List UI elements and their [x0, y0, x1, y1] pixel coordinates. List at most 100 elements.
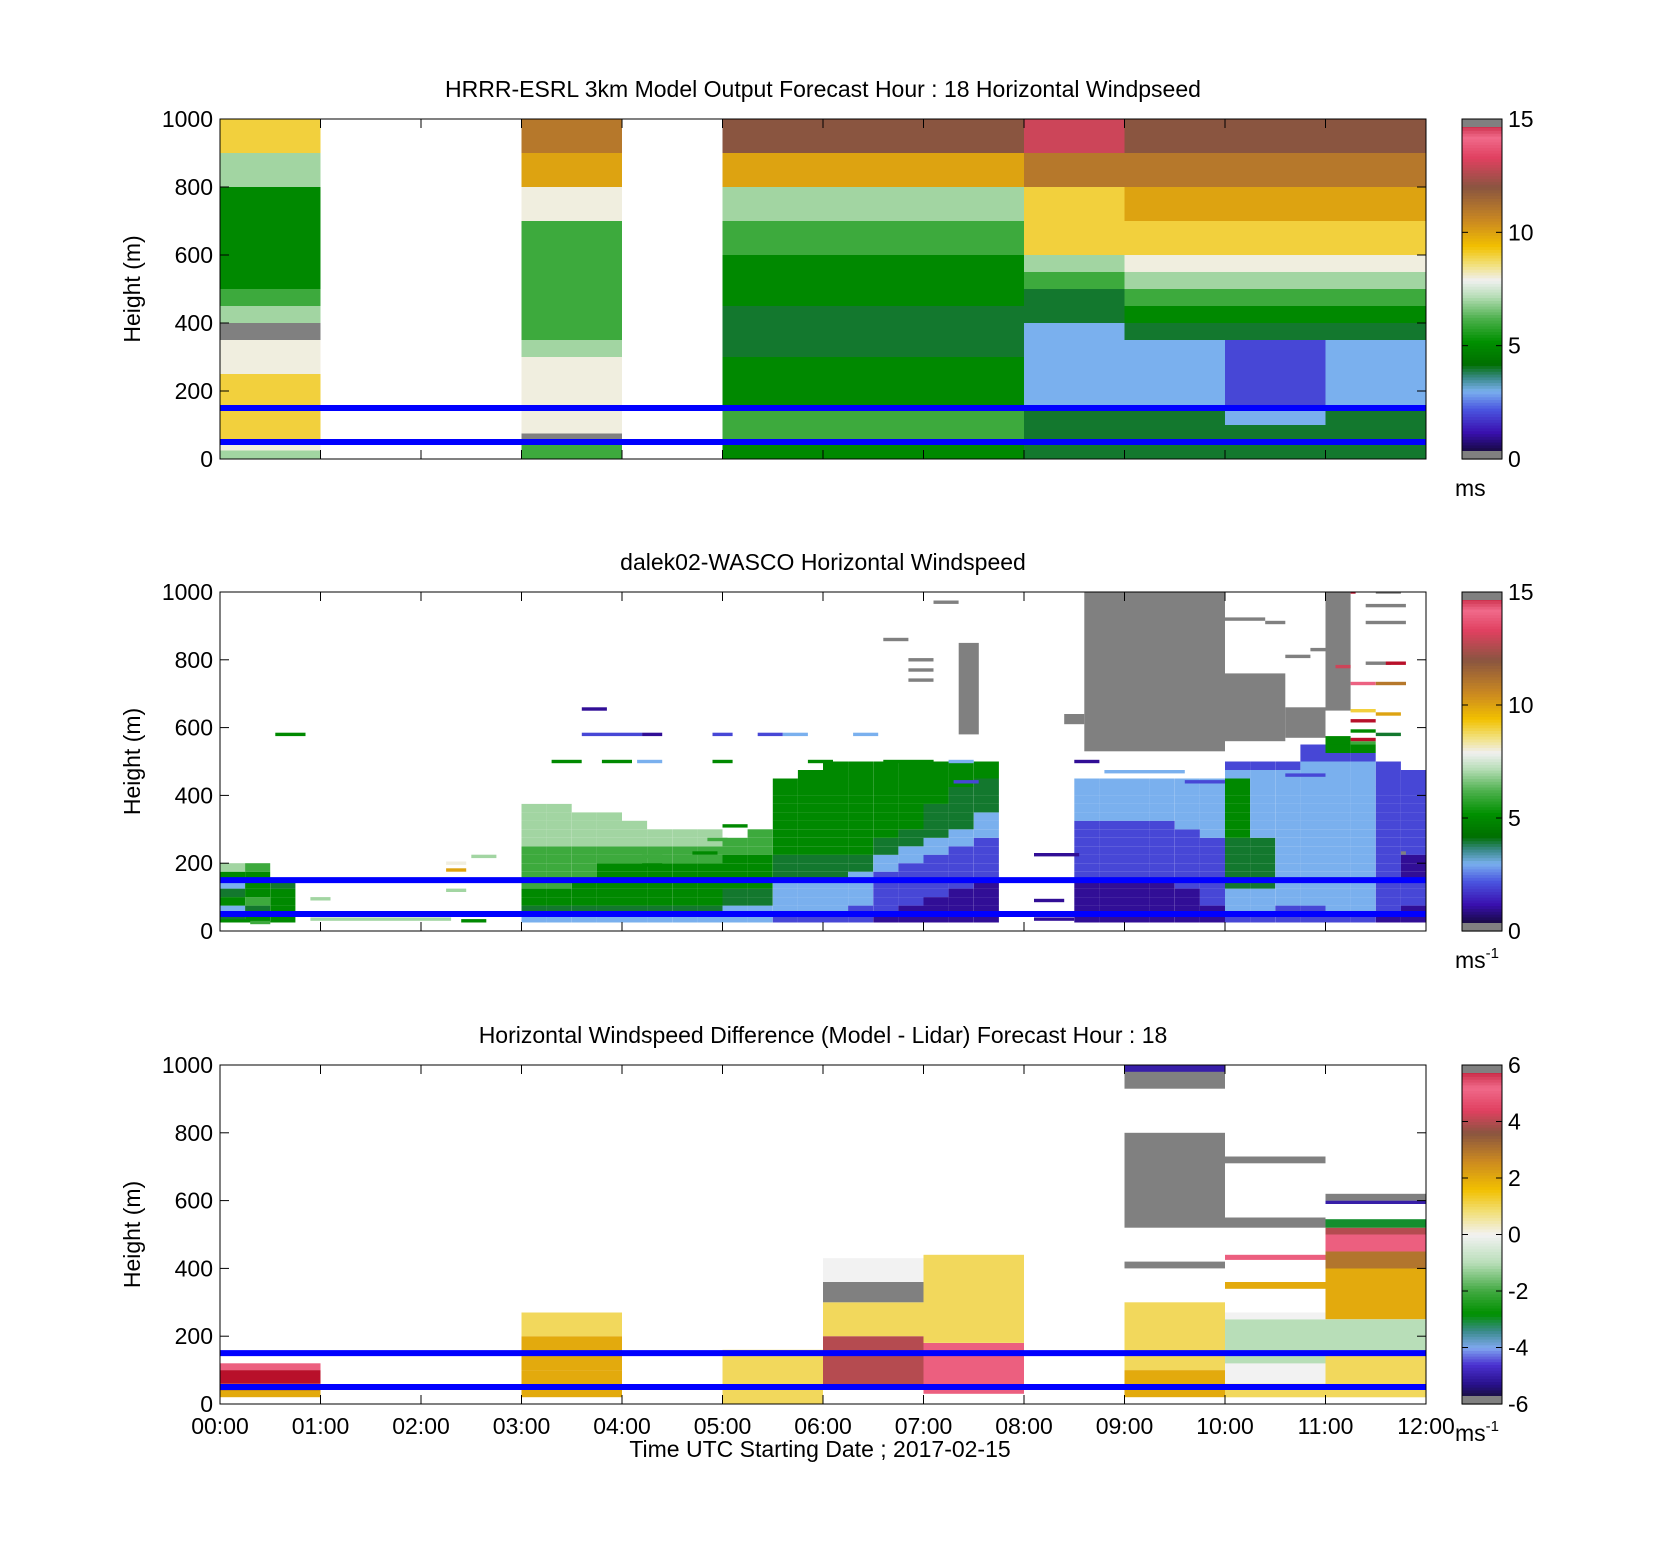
p2-lidar-cell [546, 914, 572, 923]
p1-model-cell [1024, 153, 1125, 187]
p2-lidar-cell [772, 803, 798, 813]
p3-colorbar-segment [1462, 1220, 1502, 1224]
p2-lidar-cell [923, 770, 949, 779]
p3-colorbar-segment [1462, 1206, 1502, 1210]
p2-lidar-cell [1325, 795, 1351, 804]
p2-lidar-layer [1074, 759, 1100, 764]
p3-colorbar-segment [1462, 1330, 1502, 1334]
p2-lidar-cell [245, 863, 271, 872]
p2-lidar-cell [973, 837, 999, 847]
p1-colorbar-segment [1462, 447, 1502, 452]
p2-lidar-cell [1375, 863, 1401, 872]
p1-colorbar-segment [1462, 340, 1502, 344]
p2-colorbar-segment [1462, 707, 1502, 712]
p1-model-cell [521, 119, 622, 153]
p2-colorbar-end-low [1462, 923, 1502, 931]
p2-lidar-cell [1250, 820, 1276, 830]
p2-lidar-cell [923, 786, 949, 796]
p1-model-cell [823, 450, 924, 459]
p2-lidar-cell [697, 880, 723, 889]
p2-colorbar-segment [1462, 693, 1502, 698]
p2-lidar-cell [1074, 854, 1100, 864]
p2-lidar-cell [571, 863, 597, 872]
p1-y-tick-label: 800 [175, 174, 213, 200]
p1-colorbar-segment [1462, 306, 1502, 310]
p2-lidar-cell [873, 888, 899, 898]
p2-lidar-layer [1365, 661, 1391, 665]
p1-model-cell [1325, 374, 1426, 391]
p2-colorbar-segment [1462, 673, 1502, 678]
p1-model-cell [220, 442, 321, 451]
p2-colorbar-segment [1462, 891, 1502, 895]
p2-lidar-cell [1325, 829, 1351, 838]
p1-colorbar-tick-label: 5 [1508, 333, 1521, 359]
p3-colorbar-segment [1462, 1104, 1502, 1108]
p2-lidar-cell [571, 812, 597, 821]
p2-colorbar-segment [1462, 747, 1502, 751]
p2-lidar-cell [797, 829, 823, 838]
p3-colorbar-segment [1462, 1358, 1502, 1363]
p2-colorbar-segment [1462, 608, 1502, 613]
p2-lidar-cell [1275, 871, 1301, 881]
p1-model-cell [1225, 255, 1326, 272]
p2-lidar-cell [848, 770, 874, 779]
p2-lidar-cell [797, 897, 823, 906]
p2-colorbar-segment [1462, 812, 1502, 816]
p2-lidar-cell [1225, 846, 1251, 855]
p2-lidar-cell [1375, 914, 1401, 923]
p2-colorbar-segment [1462, 727, 1502, 732]
p2-lidar-cell [1250, 770, 1276, 779]
panel-model: 0 200 400 600 800 1000 HRRR-ESRL 3km Model Out… [119, 76, 1534, 501]
p1-colorbar-segment [1462, 161, 1502, 165]
p2-lidar-cell [1099, 897, 1125, 906]
p2-lidar-cell [1149, 803, 1175, 813]
p1-model-cell [1024, 391, 1125, 408]
p2-lidar-cell [1275, 786, 1301, 796]
p1-model-cell [1024, 425, 1125, 434]
p2-colorbar-segment [1462, 679, 1502, 683]
p2-lidar-cell [1300, 744, 1326, 753]
p2-lidar-cell [848, 888, 874, 898]
p2-lidar-cell [1225, 880, 1251, 889]
p3-colorbar-segment [1462, 1211, 1502, 1216]
p2-colorbar-segment [1462, 600, 1502, 604]
p1-colorbar-segment [1462, 371, 1502, 375]
p1-model-cell [521, 433, 622, 442]
p2-lidar-cell [898, 871, 924, 881]
p3-colorbar-segment [1462, 1276, 1502, 1281]
p1-model-cell [1124, 374, 1225, 391]
p2-lidar-cell [823, 829, 849, 838]
p2-lidar-cell [772, 897, 798, 906]
p2-lidar-cell [1199, 854, 1225, 864]
p2-lidar-cell [948, 880, 974, 889]
p1-model-cell [823, 119, 924, 153]
p2-lidar-cell [823, 795, 849, 804]
p2-lidar-cell [1124, 871, 1150, 881]
p1-model-cell [1225, 289, 1326, 306]
p2-colorbar-segment [1462, 750, 1502, 754]
p3-diff-block [220, 1363, 321, 1371]
x-tick-label: 08:00 [995, 1413, 1053, 1439]
p2-lidar-cell [1275, 829, 1301, 838]
p1-colorbar-frame [1461, 118, 1503, 460]
p3-colorbar-segment [1462, 1231, 1502, 1236]
p2-lidar-layer [1350, 681, 1376, 686]
p3-colorbar-segment [1462, 1209, 1502, 1213]
p3-colorbar-segment [1462, 1240, 1502, 1244]
p3-colorbar-segment [1462, 1087, 1502, 1092]
p2-lidar-cell [1275, 820, 1301, 830]
p3-diff-block [823, 1282, 924, 1303]
p3-diff-block [1124, 1065, 1225, 1072]
p2-lidar-cell [1350, 795, 1376, 804]
p2-lidar-cell [1350, 871, 1376, 881]
p1-colorbar-segment [1462, 192, 1502, 197]
p2-colorbar-segment [1462, 815, 1502, 819]
p2-lidar-cell [1375, 880, 1401, 889]
p2-lidar-cell [1149, 846, 1175, 855]
p2-colorbar-segment [1462, 863, 1502, 867]
p3-colorbar-segment [1462, 1313, 1502, 1318]
p2-lidar-cell [898, 770, 924, 779]
p2-lidar-cell [521, 854, 547, 864]
p3-colorbar-segment [1462, 1375, 1502, 1380]
p2-lidar-cell [923, 837, 949, 847]
